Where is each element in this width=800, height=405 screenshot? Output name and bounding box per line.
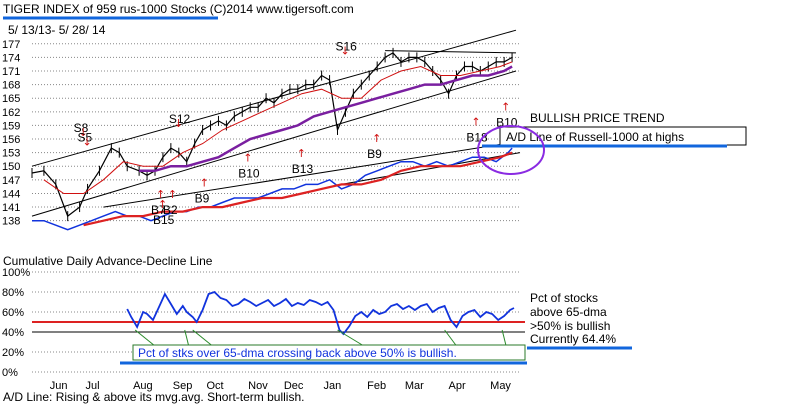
lower-heading: Cumulative Daily Advance-Decline Line	[3, 254, 213, 268]
signal-label: S5	[78, 130, 93, 144]
buy-arrow-icon: ↑	[243, 152, 252, 165]
series-line-price	[31, 52, 513, 218]
channel-line-ad_lower	[341, 152, 521, 185]
series-line-ma21	[43, 61, 513, 194]
y-tick-label: 138	[2, 216, 20, 228]
y-tick-label: 177	[2, 39, 20, 51]
series-line-ad_line	[32, 147, 513, 231]
y-tick-label: 153	[2, 148, 20, 160]
y-tick-label: 100%	[2, 267, 30, 279]
ad-callout-text: A/D Line of Russell-1000 at highs	[506, 130, 684, 144]
x-tick-label: May	[490, 380, 511, 392]
bottom-callout-box	[132, 344, 526, 361]
y-tick-label: 174	[2, 52, 20, 64]
channel-line-lower	[31, 70, 517, 217]
y-tick-label: 168	[2, 80, 20, 92]
signal-label: B18	[466, 130, 488, 144]
buy-arrow-icon: ↑	[200, 177, 209, 190]
signal-label: S12	[169, 112, 191, 126]
x-tick-label: Mar	[405, 380, 424, 392]
x-tick-label: Dec	[284, 380, 304, 392]
chart-title: TIGER INDEX of 959 rus-1000 Stocks (C)20…	[3, 2, 354, 16]
signal-label: B9	[195, 192, 210, 206]
series-line-ma65	[139, 65, 513, 173]
y-tick-label: 0%	[2, 367, 18, 379]
x-tick-label: Nov	[248, 380, 268, 392]
y-tick-label: 60%	[2, 307, 24, 319]
series-line-ad_ma	[83, 151, 513, 227]
signal-label: B13	[292, 162, 314, 176]
y-tick-label: 159	[2, 120, 20, 132]
highs-circle	[477, 125, 545, 175]
y-tick-label: 165	[2, 93, 20, 105]
lower-grid	[32, 271, 525, 373]
y-tick-label: 162	[2, 107, 20, 119]
sell-arrow-icon: ↓	[83, 135, 92, 148]
buy-arrow-icon: ↑	[158, 198, 167, 211]
signal-label: S8	[74, 121, 89, 135]
signal-label: B15	[153, 213, 175, 227]
buy-arrow-icon: ↑	[297, 147, 306, 160]
upper-channel-lines	[31, 29, 521, 217]
series-line-pct	[126, 290, 515, 336]
signal-label: S16	[335, 40, 357, 54]
y-tick-label: 147	[2, 175, 20, 187]
x-tick-label: Jul	[85, 380, 99, 392]
y-tick-label: 150	[2, 161, 20, 173]
bullish-trend-label: BULLISH PRICE TREND	[530, 111, 665, 125]
y-tick-label: 141	[2, 202, 20, 214]
signal-label: B10	[238, 167, 260, 181]
y-tick-label: 156	[2, 134, 20, 146]
upper-grid	[32, 43, 520, 222]
y-tick-label: 20%	[2, 347, 24, 359]
signal-label: B2	[163, 203, 178, 217]
pct-label-1: Pct of stocks	[530, 291, 598, 305]
currently-label: Currently 64.4%	[530, 332, 616, 346]
y-tick-label: 40%	[2, 327, 24, 339]
x-month-ticks: Jun Jul Aug Sep Oct Nov Dec Jan Feb Mar Apr May	[50, 380, 512, 392]
x-tick-label: Apr	[449, 380, 466, 392]
x-tick-label: Aug	[133, 380, 153, 392]
fifty-label: >50% is bullish	[530, 319, 610, 333]
x-tick-label: Jan	[324, 380, 342, 392]
lower-y-ticks: 100% 80% 60% 40% 20% 0%	[2, 267, 30, 379]
sell-arrow-icon: ↓	[174, 117, 183, 130]
date-range: 5/ 13/13- 5/ 28/ 14	[8, 23, 106, 37]
footer-text: A/D Line: Rising & above its mvg.avg. Sh…	[3, 390, 304, 404]
x-tick-label: Oct	[206, 380, 223, 392]
x-tick-label: Jun	[50, 380, 68, 392]
x-tick-label: Sep	[173, 380, 193, 392]
signal-label: B7	[151, 203, 166, 217]
buy-arrow-icon: ↑	[168, 188, 177, 201]
signal-label: B9	[367, 147, 382, 161]
bottom-callout-text: Pct of stks over 65-dma crossing back ab…	[138, 346, 457, 360]
channel-line-ad_upper	[103, 140, 521, 208]
pct-label-2: above 65-dma	[530, 305, 607, 319]
signal-labels: S8↓S5↓S12↓S16↓B10↑B13↑B9↑B9↑B7↑B2↑B15↑B1…	[74, 40, 518, 227]
buy-arrow-icon: ↑	[501, 100, 510, 113]
y-tick-label: 171	[2, 66, 20, 78]
sell-arrow-icon: ↓	[340, 45, 349, 58]
y-tick-label: 80%	[2, 287, 24, 299]
channel-line-top_flat	[385, 50, 517, 54]
x-tick-label: Feb	[367, 380, 386, 392]
sell-arrow-icon: ↓	[79, 126, 88, 139]
buy-arrow-icon: ↑	[372, 132, 381, 145]
upper-series	[31, 47, 513, 231]
buy-arrow-icon: ↑	[471, 115, 480, 128]
buy-arrow-icon: ↑	[156, 188, 165, 201]
y-tick-label: 144	[2, 188, 20, 200]
